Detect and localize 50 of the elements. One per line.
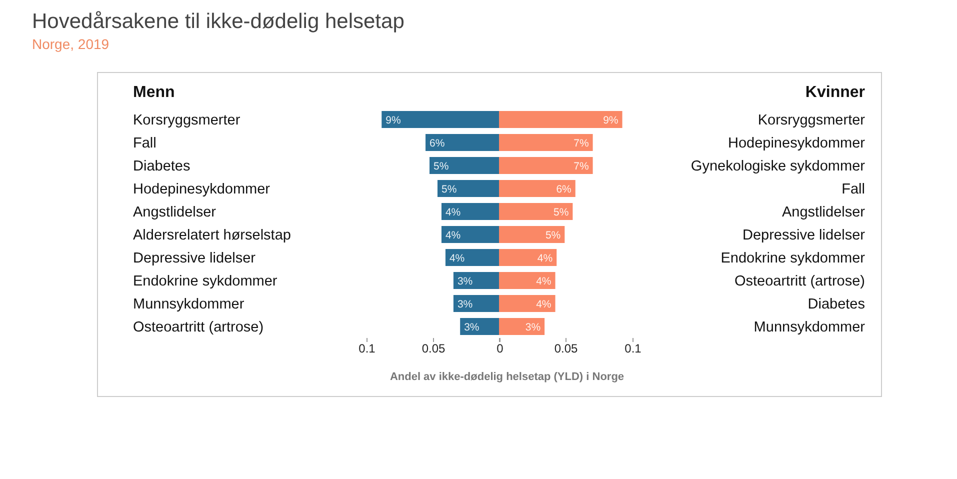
data-label: 5% (545, 230, 561, 242)
y-tick-label: Angstlidelser (133, 204, 216, 220)
data-label: 7% (574, 138, 589, 150)
data-label: 4% (536, 298, 552, 310)
y-tick-label: Munnsykdommer (133, 296, 244, 312)
y-tick-label: Hodepinesykdommer (133, 182, 270, 198)
data-label: 3% (464, 322, 480, 334)
data-label: 5% (554, 206, 569, 218)
y-tick-label: Korsryggsmerter (758, 112, 866, 128)
text: Kvinner (805, 84, 865, 102)
x-tick-label: 0 (496, 342, 504, 356)
data-label: 5% (434, 160, 449, 172)
text: Norge, 2019 (32, 36, 110, 52)
y-tick-label: Endokrine sykdommer (720, 250, 866, 266)
y-tick-label: Gynekologiske sykdommer (690, 158, 866, 174)
y-tick-label: Fall (842, 182, 865, 198)
data-label: 9% (603, 114, 618, 126)
y-tick-label: Endokrine sykdommer (133, 274, 278, 290)
data-label: 4% (449, 252, 465, 264)
y-tick-label: Osteoartritt (artrose) (133, 320, 264, 336)
y-tick-label: Diabetes (808, 296, 865, 312)
y-tick-label: Hodepinesykdommer (728, 136, 866, 152)
data-label: 5% (441, 184, 457, 196)
data-label: 4% (537, 252, 553, 264)
y-tick-label: Depressive lidelser (133, 250, 256, 266)
x-tick-label: 0.1 (358, 342, 376, 356)
y-tick-label: Munnsykdommer (754, 320, 866, 336)
data-label: 6% (556, 184, 572, 196)
y-tick-label: Angstlidelser (782, 204, 866, 220)
y-tick-label: Osteoartritt (artrose) (734, 274, 865, 290)
data-label: 6% (430, 138, 445, 150)
data-label: 3% (457, 276, 473, 288)
y-tick-label: Diabetes (133, 158, 190, 174)
data-label: 3% (525, 322, 541, 334)
y-tick-label: Korsryggsmerter (133, 112, 240, 128)
data-label: 4% (445, 230, 461, 242)
data-label: 3% (457, 298, 473, 310)
y-tick-label: Depressive lidelser (742, 228, 866, 244)
data-label: 9% (386, 114, 401, 126)
x-tick-label: 0.1 (624, 342, 642, 356)
x-axis-title: Andel av ikke-dødelig helsetap (YLD) i Norge (388, 371, 626, 383)
data-label: 4% (445, 206, 461, 218)
x-tick-label: 0.05 (422, 342, 446, 356)
y-tick-label: Aldersrelatert hørselstap (133, 228, 291, 244)
y-tick-label: Fall (133, 136, 156, 152)
x-tick-label: 0.05 (554, 342, 578, 356)
data-label: 7% (574, 160, 589, 172)
data-label: 4% (536, 276, 552, 288)
text: Hovedårsakene til ikke-dødelig helsetap (32, 10, 404, 34)
text: Menn (133, 84, 175, 102)
